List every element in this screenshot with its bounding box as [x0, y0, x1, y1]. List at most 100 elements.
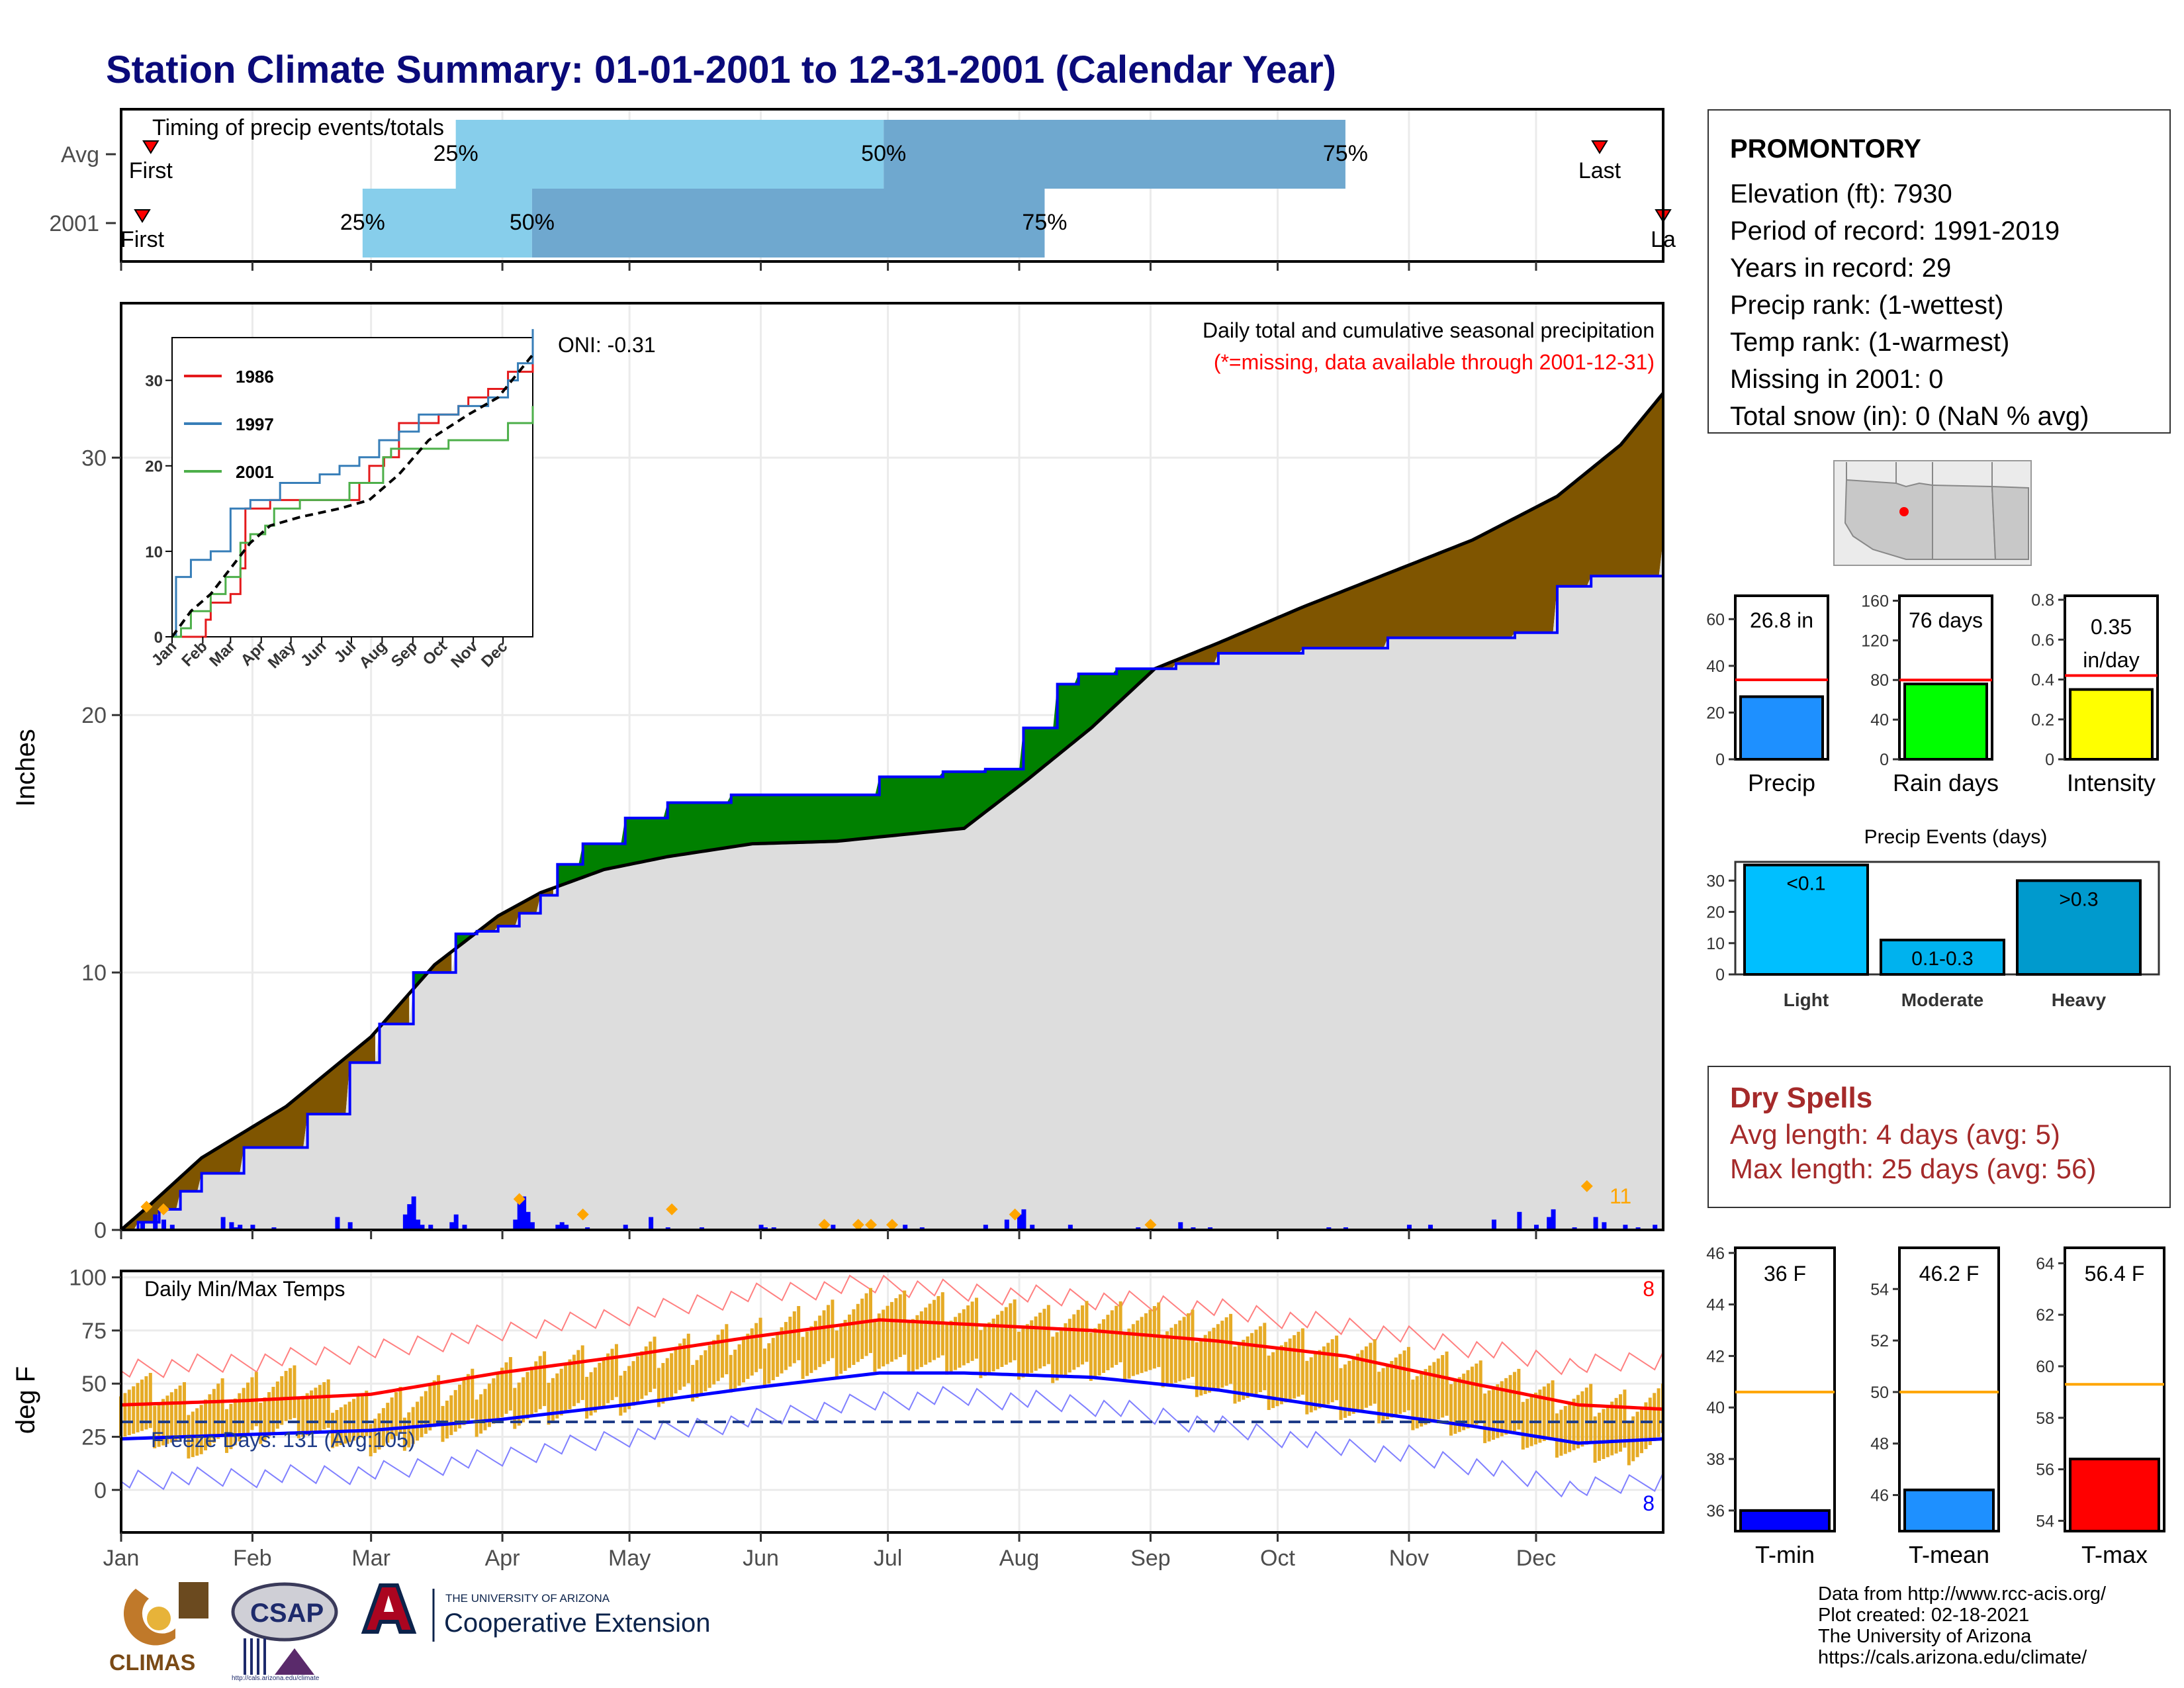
- daily-temp-bar: [1347, 1360, 1351, 1416]
- t-mean-ytick-label: 48: [1870, 1435, 1889, 1454]
- daily-precip-bar: [1178, 1222, 1183, 1230]
- daily-temp-bar: [1102, 1319, 1106, 1373]
- t-max-ytick-label: 56: [2036, 1461, 2054, 1479]
- event-marker: [140, 1201, 153, 1213]
- daily-precip-bar: [1428, 1225, 1433, 1230]
- timing-row-label: 2001: [49, 211, 99, 236]
- csap-logo-text: CSAP: [250, 1599, 324, 1628]
- t-min-ytick-label: 44: [1706, 1296, 1725, 1315]
- precip-events-chart: Precip Events (days) <0.1 Light 0.1-0.3 Mode…: [1706, 826, 2160, 1010]
- event-marker: [886, 1219, 898, 1231]
- daily-temp-bar: [339, 1407, 343, 1446]
- daily-temp-bar: [1064, 1323, 1068, 1376]
- month-label: Dec: [1516, 1546, 1556, 1571]
- daily-temp-bar: [843, 1319, 847, 1371]
- daily-temp-bar: [987, 1322, 991, 1374]
- rain-days-category-label: Rain days: [1893, 769, 1999, 796]
- daily-precip-bar: [238, 1225, 243, 1230]
- daily-temp-bar: [598, 1362, 602, 1410]
- t-max-ytick-label: 60: [2036, 1358, 2054, 1376]
- daily-temp-bar: [1076, 1309, 1080, 1368]
- daily-temp-bar: [1055, 1332, 1059, 1381]
- daily-temp-bar: [199, 1405, 203, 1454]
- daily-temp-bar: [962, 1309, 966, 1366]
- daily-precip-bar: [1030, 1225, 1035, 1230]
- daily-temp-bar: [398, 1387, 402, 1433]
- daily-temp-bar: [1046, 1305, 1050, 1364]
- daily-temp-bar: [1504, 1378, 1508, 1435]
- precip-events-category: Heavy: [2052, 990, 2107, 1010]
- event-count-label: 11: [1610, 1184, 1631, 1208]
- event-marker: [1144, 1219, 1157, 1231]
- daily-temp-bar: [1356, 1353, 1360, 1412]
- daily-temp-bar: [1182, 1317, 1186, 1380]
- daily-temp-bar: [174, 1389, 178, 1442]
- precip-events-ytick-label: 20: [1706, 904, 1725, 922]
- daily-temp-bar: [1398, 1354, 1402, 1414]
- daily-temp-bar: [1390, 1361, 1394, 1418]
- temps-avg-min-line: [120, 1371, 1664, 1445]
- deficit-area: [125, 1032, 376, 1230]
- logos: CLIMAS CSAP http://cals.arizona.edu/clim…: [109, 1582, 710, 1681]
- t-min-ytick-label: 46: [1706, 1244, 1725, 1263]
- t-max-bar: [2069, 1458, 2160, 1533]
- rain-days-ytick-label: 120: [1861, 632, 1889, 650]
- daily-temp-bar: [1089, 1333, 1093, 1382]
- precip-total-ytick-label: 60: [1706, 610, 1725, 629]
- daily-temp-bar: [631, 1361, 635, 1406]
- daily-temp-bar: [165, 1395, 169, 1444]
- daily-temp-bar: [699, 1355, 703, 1395]
- intensity-bar: [2069, 688, 2154, 761]
- timing-bar-q3-2001: [531, 189, 1045, 258]
- daily-temp-bar: [733, 1349, 737, 1389]
- daily-temp-bar: [1602, 1409, 1606, 1460]
- station-missing: Missing in 2001: 0: [1730, 365, 1944, 394]
- daily-temp-bar: [839, 1325, 843, 1374]
- daily-temp-bar: [1030, 1320, 1034, 1374]
- daily-temp-bar: [1385, 1364, 1389, 1420]
- daily-temp-bar: [674, 1348, 678, 1393]
- daily-temp-bar: [1233, 1346, 1237, 1404]
- daily-precip-bar: [1623, 1225, 1628, 1230]
- dry-spells-avg: Avg length: 4 days (avg: 5): [1730, 1119, 2060, 1150]
- daily-temp-bar: [1597, 1413, 1601, 1461]
- daily-temp-bar: [1653, 1393, 1657, 1441]
- t-min-category-label: T-min: [1755, 1541, 1815, 1568]
- cumulative-ylabel: Inches: [11, 729, 40, 807]
- daily-precip-bar: [347, 1222, 353, 1230]
- t-min-bar: [1739, 1509, 1831, 1532]
- temps-avg-max-line: [120, 1318, 1664, 1411]
- temps-ytick-label: 75: [81, 1319, 107, 1344]
- daily-temp-bar: [1360, 1350, 1364, 1410]
- precip-events-ytick-label: 10: [1706, 935, 1725, 953]
- cumulative-ytick-label: 0: [94, 1218, 107, 1243]
- month-label: Apr: [485, 1546, 520, 1571]
- daily-temp-bar: [267, 1392, 271, 1436]
- precip-total-ytick-label: 20: [1706, 704, 1725, 722]
- t-mean-bar: [1903, 1488, 1995, 1533]
- daily-temp-bar: [568, 1359, 572, 1409]
- month-label: Mar: [351, 1546, 390, 1571]
- t-max-ytick-label: 64: [2036, 1254, 2054, 1273]
- daily-temp-bar: [1635, 1411, 1639, 1458]
- event-marker: [818, 1219, 831, 1231]
- daily-temp-bar: [1136, 1320, 1140, 1375]
- daily-temp-bar: [826, 1305, 830, 1362]
- temps-ytick-label: 25: [81, 1425, 107, 1450]
- t-min-panel: [1734, 1246, 1836, 1532]
- daily-temp-bar: [954, 1317, 958, 1370]
- event-marker: [158, 1203, 170, 1215]
- daily-precip-bar: [407, 1204, 412, 1230]
- daily-temp-bar: [864, 1293, 868, 1356]
- inset-ytick-label: 0: [154, 629, 163, 647]
- daily-temp-bar: [1369, 1342, 1373, 1406]
- timing-event-marker: [134, 209, 151, 223]
- daily-temp-bar: [1224, 1317, 1228, 1386]
- daily-temp-bar: [1449, 1384, 1453, 1436]
- oni-label: ONI: -0.31: [558, 333, 656, 357]
- daily-temp-bar: [1470, 1366, 1474, 1427]
- daily-temp-bar: [564, 1364, 568, 1413]
- dry-spells-heading: Dry Spells: [1730, 1082, 1873, 1114]
- daily-temp-bar: [1644, 1402, 1648, 1450]
